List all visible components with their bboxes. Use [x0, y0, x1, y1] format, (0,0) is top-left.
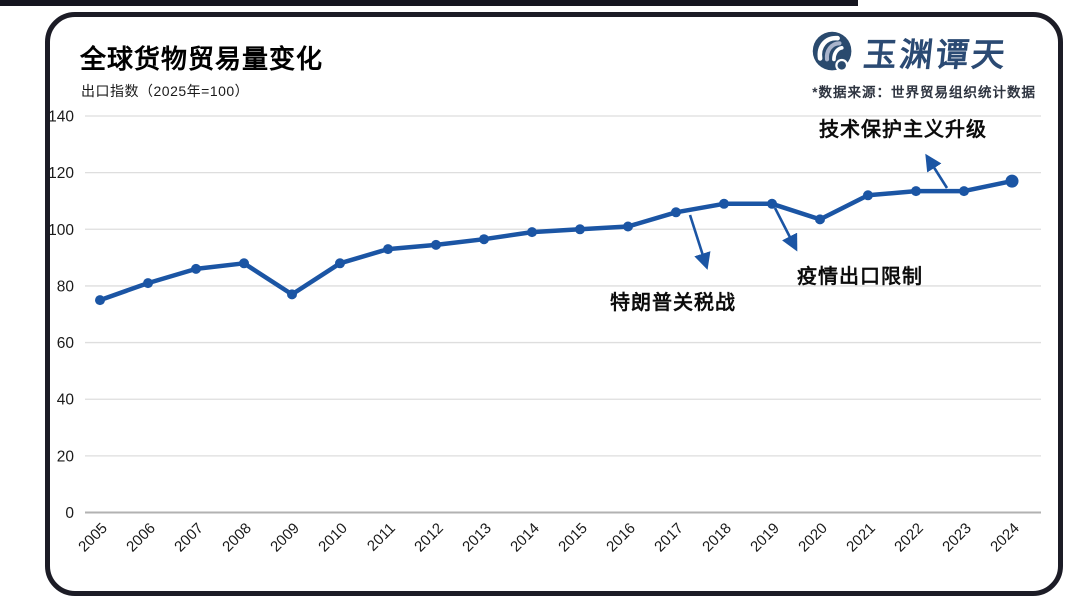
- y-tick-label: 80: [57, 278, 75, 295]
- x-tick-label: 2024: [987, 520, 1023, 556]
- annotation-label: 技术保护主义升级: [819, 117, 987, 141]
- annotation-label: 特朗普关税战: [610, 290, 736, 314]
- x-tick-label: 2023: [939, 520, 975, 556]
- y-tick-label: 120: [48, 165, 74, 182]
- y-tick-label: 140: [48, 109, 74, 126]
- chart-title: 全球货物贸易量变化: [80, 44, 324, 74]
- data-point: [287, 289, 297, 300]
- data-point: [863, 190, 873, 201]
- x-tick-label: 2011: [364, 520, 399, 555]
- x-tick-label: 2017: [651, 520, 687, 556]
- x-tick-label: 2016: [603, 520, 639, 556]
- data-point: [239, 258, 249, 269]
- logo: 玉渊谭天: [810, 27, 1010, 77]
- data-point: [383, 244, 393, 255]
- data-point: [815, 214, 825, 225]
- x-tick-label: 2015: [555, 520, 591, 556]
- data-point: [623, 221, 633, 232]
- x-tick-label: 2010: [315, 520, 351, 556]
- data-point: [671, 207, 681, 218]
- data-point: [1005, 174, 1019, 188]
- data-source-note: *数据来源：世界贸易组织统计数据: [812, 85, 1036, 100]
- x-tick-label: 2008: [219, 520, 255, 556]
- annotation-label: 疫情出口限制: [797, 264, 923, 288]
- data-point: [911, 186, 921, 197]
- x-tick-label: 2005: [75, 520, 111, 556]
- data-point: [767, 198, 777, 209]
- x-tick-label: 2022: [891, 520, 927, 556]
- data-point: [191, 263, 201, 274]
- x-tick-label: 2006: [123, 520, 159, 556]
- x-tick-label: 2021: [843, 520, 879, 556]
- annotation-arrow: [925, 153, 949, 189]
- y-axis-unit-label: 出口指数（2025年=100）: [81, 83, 250, 99]
- x-tick-label: 2013: [459, 520, 495, 556]
- brand-block: 玉渊谭天 *数据来源：世界贸易组织统计数据: [810, 27, 1036, 101]
- data-point: [479, 234, 489, 245]
- x-tick-label: 2014: [507, 520, 543, 556]
- data-point: [335, 258, 345, 269]
- yuyuantantian-logo-icon: [810, 29, 856, 75]
- y-tick-label: 20: [57, 448, 75, 465]
- x-tick-label: 2020: [795, 520, 831, 556]
- x-tick-label: 2007: [171, 520, 207, 556]
- chart-card: 全球货物贸易量变化 出口指数（2025年=100） 玉渊谭天 *数据来源：世界贸…: [45, 12, 1063, 596]
- y-tick-label: 60: [57, 335, 75, 352]
- data-point: [143, 278, 153, 289]
- annotation-arrow: [688, 214, 711, 270]
- annotation-arrow: [773, 207, 798, 252]
- data-point: [527, 227, 537, 238]
- data-point: [431, 239, 441, 250]
- data-point: [719, 198, 729, 209]
- trend-line: [97, 178, 1015, 303]
- x-tick-label: 2018: [699, 520, 735, 556]
- y-tick-label: 40: [57, 392, 75, 409]
- x-tick-label: 2012: [411, 520, 447, 556]
- data-point: [575, 224, 585, 235]
- top-edge-bar: [0, 0, 858, 6]
- y-tick-label: 0: [65, 505, 74, 522]
- data-point: [959, 186, 969, 197]
- x-tick-label: 2009: [267, 520, 303, 556]
- x-tick-label: 2019: [747, 520, 783, 556]
- y-tick-label: 100: [48, 222, 74, 239]
- data-point: [95, 295, 105, 306]
